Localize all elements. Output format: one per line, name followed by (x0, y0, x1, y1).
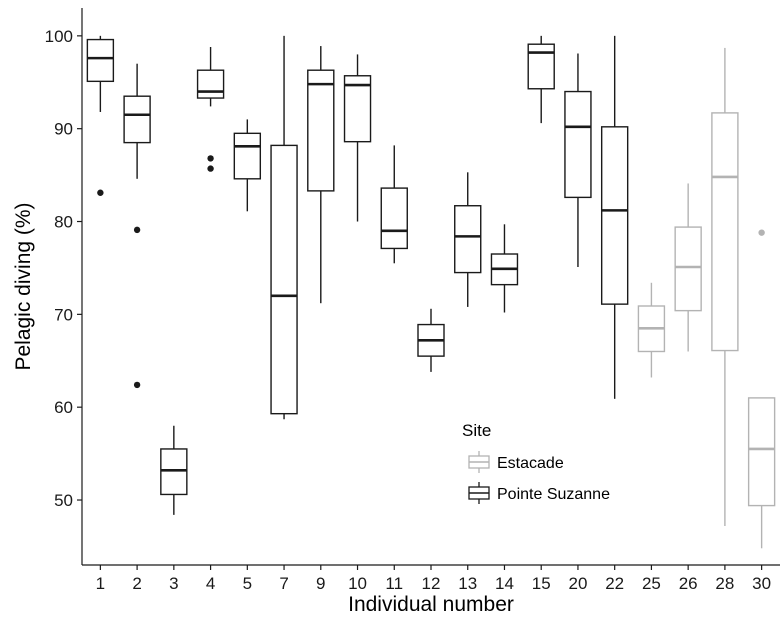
x-tick-label: 12 (422, 574, 441, 593)
x-tick-label: 10 (348, 574, 367, 593)
box-9 (307, 46, 335, 304)
x-tick-label: 3 (169, 574, 178, 593)
box-3 (160, 425, 188, 515)
box-2 (123, 63, 151, 389)
box-body (564, 90, 592, 199)
x-tick-label: 28 (715, 574, 734, 593)
y-axis-title: Pelagic diving (%) (12, 202, 35, 370)
box-body (270, 144, 298, 415)
x-tick-label: 5 (243, 574, 252, 593)
legend-key-pointe-suzanne (468, 482, 490, 504)
box-12 (417, 308, 445, 372)
x-tick-label: 11 (385, 574, 403, 593)
x-tick-label: 30 (752, 574, 771, 593)
x-axis-ticks: 1 2 3 4 5 7 9 10 11 12 13 14 15 20 22 25 26 28 30 (96, 565, 771, 593)
legend-label: Pointe Suzanne (497, 486, 610, 503)
y-tick-label: 80 (54, 213, 73, 232)
x-tick-label: 22 (605, 574, 624, 593)
box-13 (454, 172, 482, 307)
box-body (196, 69, 225, 99)
box-30 (747, 229, 776, 549)
box-body (711, 112, 739, 352)
box-body (343, 75, 372, 143)
legend: Site Estacade Pointe Suzanne (462, 421, 610, 504)
outlier-point (133, 381, 141, 389)
x-axis-title: Individual number (348, 593, 514, 616)
x-tick-label: 9 (316, 574, 325, 593)
x-tick-label: 13 (458, 574, 477, 593)
box-body (674, 226, 702, 312)
box-7 (270, 35, 298, 420)
outlier-point (758, 229, 765, 236)
box-body (307, 69, 335, 192)
legend-key-estacade (468, 451, 490, 473)
x-tick-label: 25 (642, 574, 661, 593)
x-tick-label: 14 (495, 574, 514, 593)
box-body (380, 187, 408, 250)
x-tick-label: 20 (568, 574, 587, 593)
box-body (160, 448, 188, 496)
box-15 (527, 35, 555, 124)
box-4 (196, 46, 225, 172)
box-body (454, 205, 482, 274)
box-5 (233, 119, 262, 212)
box-14 (490, 224, 519, 313)
y-tick-label: 90 (54, 120, 73, 139)
box-25 (637, 282, 666, 378)
plot-area (86, 35, 776, 549)
box-body (123, 95, 151, 144)
box-26 (674, 183, 702, 352)
outlier-point (97, 189, 104, 196)
y-axis-ticks: 50 60 70 80 90 100 (45, 27, 82, 510)
box-28 (711, 47, 739, 527)
x-tick-label: 4 (206, 574, 215, 593)
box-body (747, 397, 776, 507)
box-body (86, 38, 115, 83)
box-body (233, 132, 262, 180)
box-22 (600, 35, 629, 399)
legend-title: Site (462, 421, 491, 440)
y-tick-label: 100 (45, 27, 73, 46)
legend-label: Estacade (497, 455, 564, 472)
x-tick-label: 1 (96, 574, 105, 593)
outlier-point (133, 226, 141, 234)
box-1 (86, 35, 115, 196)
y-tick-label: 70 (54, 305, 73, 324)
box-10 (343, 54, 372, 222)
y-tick-label: 50 (54, 491, 73, 510)
x-tick-label: 7 (279, 574, 288, 593)
x-tick-label: 15 (532, 574, 551, 593)
outlier-point (207, 165, 214, 172)
box-body (600, 126, 629, 305)
box-11 (380, 145, 408, 264)
box-20 (564, 53, 592, 268)
outlier-point (207, 155, 214, 162)
x-tick-label: 26 (679, 574, 698, 593)
x-tick-label: 2 (132, 574, 141, 593)
box-body (527, 43, 555, 90)
y-tick-label: 60 (54, 398, 73, 417)
